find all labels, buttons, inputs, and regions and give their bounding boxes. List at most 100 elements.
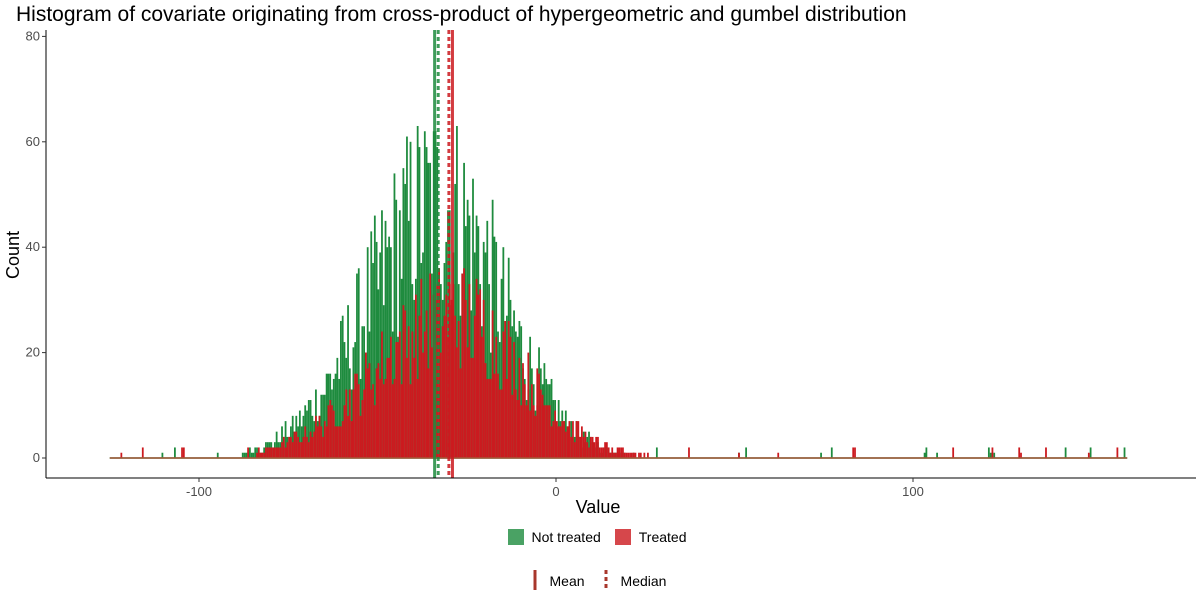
treated-bar-133: [347, 415, 349, 458]
treated-bar-152: [381, 331, 383, 458]
treated-bar-221: [504, 320, 507, 458]
treated-bar-134: [348, 389, 351, 458]
not-treated-bar-219: [500, 278, 503, 458]
treated-bar-215: [493, 373, 496, 458]
treated-bar-272: [595, 436, 598, 458]
treated-bar-119: [322, 436, 324, 458]
not-treated-bar-130: [341, 315, 344, 458]
treated-bar-564: [1116, 447, 1119, 458]
treated-bar-208: [481, 336, 483, 458]
not-treated-bar-356: [745, 447, 747, 458]
not-treated-bar-119: [322, 394, 324, 458]
not-treated-bar-176: [423, 131, 426, 458]
treated-bar-77: [247, 447, 249, 458]
treated-bar-104: [295, 431, 298, 458]
treated-bar-170: [413, 357, 415, 458]
histogram-plot: 0 20 40 60 80 -100 0 100 Value Count: [3, 28, 1196, 517]
treated-bar-301: [647, 452, 649, 458]
treated-bar-183: [436, 284, 439, 458]
treated-bar-108: [302, 436, 305, 458]
treated-bar-230: [520, 405, 523, 458]
treated-bar-280: [609, 452, 612, 458]
treated-bar-416: [852, 447, 855, 458]
treated-bar-510: [1020, 452, 1022, 458]
treated-bar-250: [556, 421, 558, 458]
treated-bar-114: [313, 431, 316, 458]
not-treated-bar-82: [256, 447, 258, 458]
not-treated-bars: [109, 125, 1128, 459]
treated-bar-123: [329, 400, 332, 458]
treated-bar-283: [614, 452, 617, 458]
treated-bar-249: [554, 410, 556, 458]
treated-bar-257: [568, 421, 571, 458]
treated-bar-270: [591, 436, 594, 458]
treated-bar-224: [509, 336, 512, 458]
treated-bar-256: [566, 426, 569, 458]
treated-bar-254: [563, 421, 565, 458]
x-tick-label--100: -100: [186, 484, 212, 499]
y-tick-label-40: 40: [26, 239, 40, 254]
treated-bar-548: [1087, 452, 1090, 458]
treated-bar-139: [357, 384, 360, 458]
treated-bar-178: [427, 368, 430, 458]
not-treated-bar-112: [309, 400, 312, 458]
not-treated-bar-235: [529, 336, 532, 458]
treated-bar-40: [181, 447, 183, 458]
not-treated-bar-200: [466, 199, 469, 458]
treated-bar-113: [311, 436, 314, 458]
treated-bar-210: [484, 363, 487, 458]
treated-bar-166: [406, 357, 408, 458]
treated-bar-269: [589, 436, 592, 458]
treated-bar-277: [604, 442, 606, 458]
not-treated-bar-74: [241, 452, 244, 458]
not-treated-bar-568: [1123, 447, 1126, 458]
not-treated-bar-492: [987, 447, 990, 458]
not-treated-bar-128: [338, 378, 341, 458]
treated-bar-233: [525, 405, 528, 458]
not-treated-bar-173: [418, 147, 421, 458]
treated-bar-212: [488, 378, 490, 458]
not-treated-bar-230: [520, 326, 523, 458]
treated-bar-106: [298, 442, 301, 458]
treated-bar-18: [141, 447, 144, 458]
treated-bar-164: [402, 305, 405, 458]
treated-bar-197: [461, 273, 464, 458]
treated-bar-116: [316, 426, 319, 458]
treated-bar-162: [398, 331, 401, 458]
treated-bar-244: [545, 405, 548, 458]
treated-bar-285: [618, 447, 621, 458]
treated-bar-253: [561, 421, 564, 458]
treated-bar-97: [282, 436, 285, 458]
not-treated-bar-98: [284, 421, 287, 458]
treated-bar-180: [431, 347, 433, 458]
treated-bar-99: [286, 442, 289, 458]
treated-bar-91: [272, 447, 274, 458]
treated-bar-218: [498, 389, 501, 458]
not-treated-bar-159: [393, 173, 396, 459]
treated-bar-222: [506, 378, 508, 458]
not-treated-bar-212: [488, 284, 490, 458]
treated-bar-150: [377, 363, 380, 458]
not-treated-bar-111: [307, 400, 310, 458]
treated-bar-155: [386, 357, 389, 458]
not-treated-bar-29: [161, 452, 164, 458]
treated-bar-200: [466, 347, 469, 458]
treated-bar-89: [268, 447, 271, 458]
treated-bar-236: [531, 384, 533, 458]
treated-bar-227: [514, 389, 517, 458]
not-treated-bar-80: [252, 452, 255, 458]
treated-bar-284: [616, 447, 619, 458]
treated-bar-157: [390, 336, 392, 458]
treated-bar-158: [391, 384, 394, 458]
treated-bar-252: [559, 426, 562, 458]
treated-bar-267: [586, 442, 589, 458]
treated-bar-202: [470, 357, 473, 458]
treated-bar-238: [534, 415, 537, 458]
not-treated-bar-76: [245, 452, 248, 458]
treated-bar-107: [300, 442, 303, 458]
treated-bar-142: [363, 389, 365, 458]
not-treated-bar-210: [484, 252, 487, 458]
treated-bar-417: [854, 447, 856, 458]
median-line-key: [599, 570, 613, 592]
treated-bar-209: [482, 299, 485, 458]
